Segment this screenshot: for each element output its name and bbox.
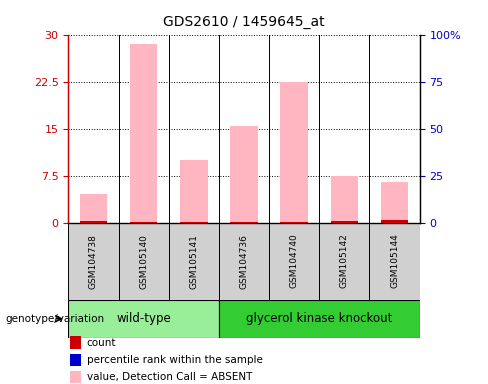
Text: glycerol kinase knockout: glycerol kinase knockout bbox=[246, 312, 392, 325]
Bar bbox=[381, 220, 408, 223]
Bar bbox=[180, 160, 207, 223]
Text: count: count bbox=[87, 338, 116, 348]
Bar bbox=[381, 220, 408, 223]
Bar bbox=[281, 212, 308, 223]
Text: GSM105142: GSM105142 bbox=[340, 234, 349, 288]
Bar bbox=[169, 223, 219, 300]
Bar bbox=[330, 176, 358, 223]
Bar bbox=[119, 223, 169, 300]
Text: genotype/variation: genotype/variation bbox=[5, 314, 104, 324]
Bar bbox=[281, 82, 308, 223]
Text: GSM104740: GSM104740 bbox=[290, 234, 299, 288]
Bar bbox=[68, 300, 219, 338]
Bar bbox=[269, 223, 319, 300]
Text: GSM104736: GSM104736 bbox=[240, 234, 248, 288]
Text: value, Detection Call = ABSENT: value, Detection Call = ABSENT bbox=[87, 372, 252, 382]
Bar bbox=[80, 220, 107, 223]
Bar bbox=[330, 222, 358, 223]
Bar bbox=[219, 300, 420, 338]
Text: percentile rank within the sample: percentile rank within the sample bbox=[87, 355, 263, 365]
Bar bbox=[319, 223, 369, 300]
Bar bbox=[130, 216, 158, 223]
Text: GSM105140: GSM105140 bbox=[139, 234, 148, 288]
Bar bbox=[180, 219, 207, 223]
Bar bbox=[381, 182, 408, 223]
Bar bbox=[281, 216, 308, 223]
Bar bbox=[130, 44, 158, 223]
Bar bbox=[369, 223, 420, 300]
Bar bbox=[68, 223, 119, 300]
Bar bbox=[80, 221, 107, 223]
Bar bbox=[180, 220, 207, 223]
Bar bbox=[80, 220, 107, 223]
Bar bbox=[381, 219, 408, 223]
Bar bbox=[230, 126, 258, 223]
Bar bbox=[230, 217, 258, 223]
Bar bbox=[130, 212, 158, 223]
Text: GSM105141: GSM105141 bbox=[189, 234, 198, 288]
Text: GSM105144: GSM105144 bbox=[390, 234, 399, 288]
Text: wild-type: wild-type bbox=[116, 312, 171, 325]
Bar bbox=[219, 223, 269, 300]
Text: GDS2610 / 1459645_at: GDS2610 / 1459645_at bbox=[163, 15, 325, 29]
Bar bbox=[230, 214, 258, 223]
Bar bbox=[80, 195, 107, 223]
Text: GSM104738: GSM104738 bbox=[89, 234, 98, 288]
Bar bbox=[330, 220, 358, 223]
Bar bbox=[330, 221, 358, 223]
